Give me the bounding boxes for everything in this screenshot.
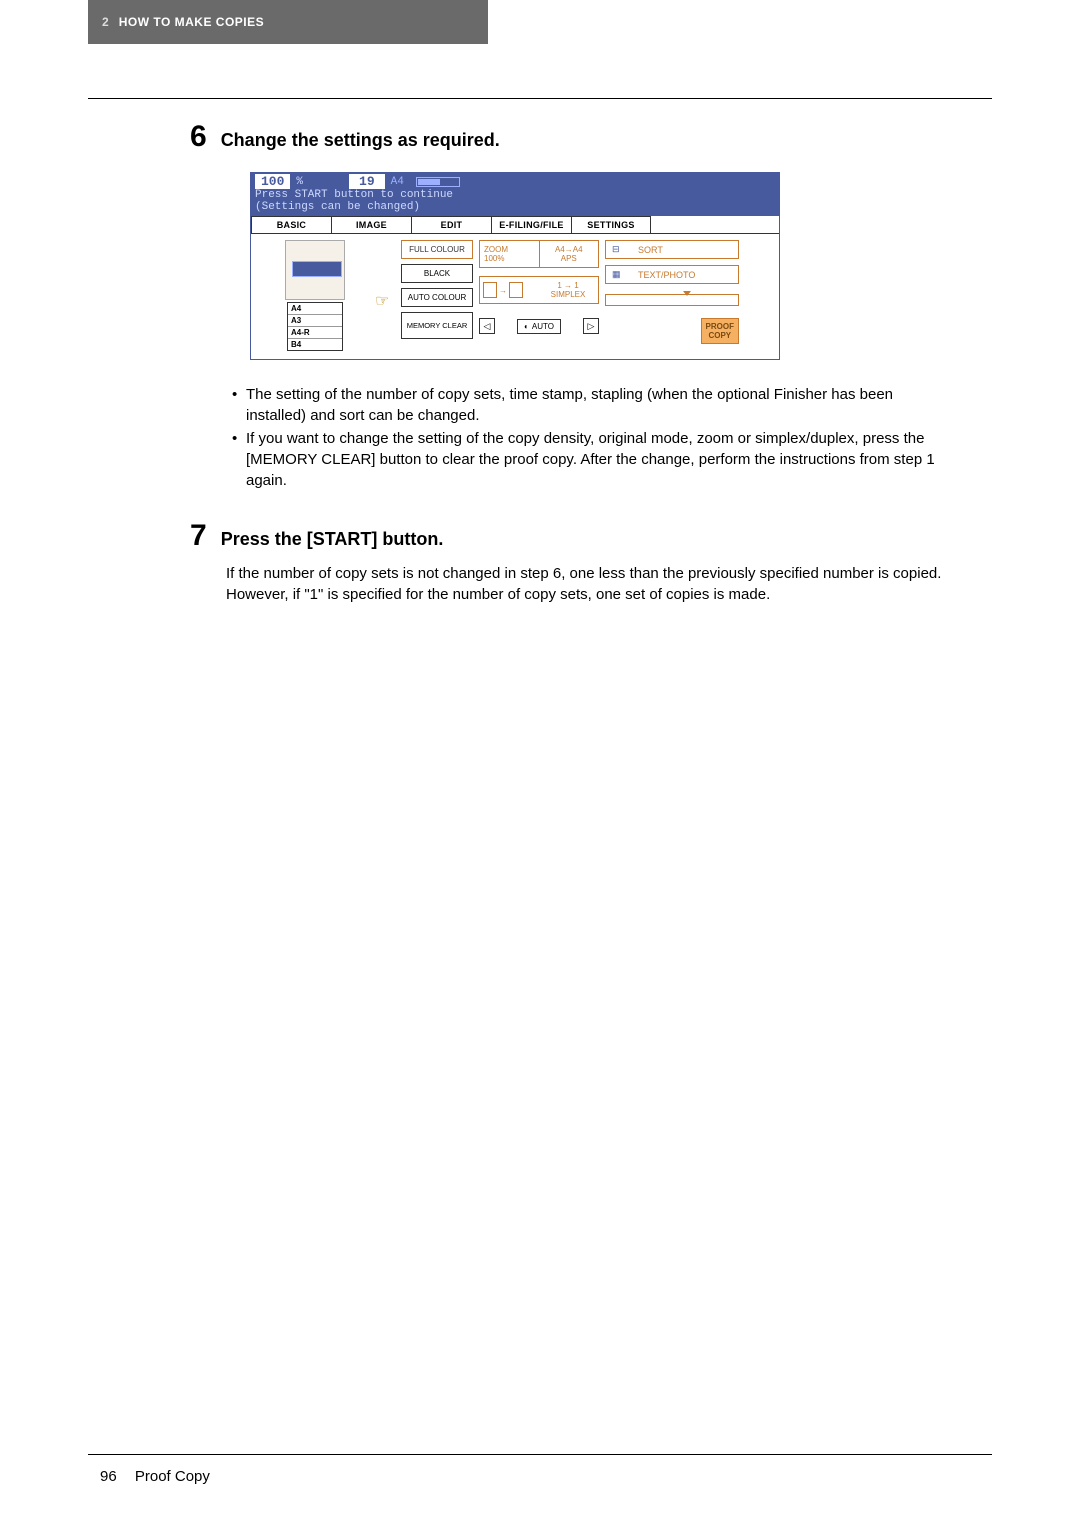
copier-screenshot: 100 % 19 A4 Press START button to contin… (250, 172, 780, 360)
density-scale (605, 294, 739, 306)
step-title: Press the [START] button. (221, 529, 444, 550)
step6-bullets: The setting of the number of copy sets, … (226, 384, 950, 491)
proof-copy-button[interactable]: PROOF COPY (701, 318, 739, 344)
hand-pointer: ☞ (375, 240, 395, 351)
zoom-info[interactable]: ZOOM 100% A4→A4 APS (479, 240, 599, 268)
options-region: ⊟ SORT ▦ TEXT/PHOTO PROOF COPY (605, 240, 739, 351)
copier-image (285, 240, 345, 300)
page-number: 96 (100, 1468, 117, 1485)
page-icon (509, 282, 523, 298)
zoom-value: 100 (255, 174, 290, 189)
zoom-pct: 100% (484, 254, 535, 263)
zoom-simplex-region: ZOOM 100% A4→A4 APS → 1 → 1 (479, 240, 599, 351)
memory-clear-button[interactable]: MEMORY CLEAR (401, 312, 473, 339)
tab-edit[interactable]: EDIT (411, 216, 491, 233)
auto-colour-button[interactable]: AUTO COLOUR (401, 288, 473, 307)
section-name: Proof Copy (135, 1468, 210, 1485)
zoom-size: A4→A4 (544, 245, 595, 254)
tab-settings[interactable]: SETTINGS (571, 216, 651, 233)
status-line-2: (Settings can be changed) (255, 201, 775, 213)
chapter-number: 2 (102, 15, 109, 29)
step-title: Change the settings as required. (221, 130, 500, 151)
zoom-aps: APS (544, 254, 595, 263)
paper-size: A4 (391, 176, 404, 188)
simplex-label: SIMPLEX (542, 290, 594, 299)
chapter-header: 2 HOW TO MAKE COPIES (88, 0, 488, 44)
page-footer: 96 Proof Copy (100, 1468, 210, 1485)
tab-basic[interactable]: BASIC (251, 216, 331, 233)
drawer-a3[interactable]: A3 (288, 315, 342, 327)
tab-image[interactable]: IMAGE (331, 216, 411, 233)
status-line-1: Press START button to continue (255, 189, 775, 201)
proof-l1: PROOF (706, 322, 734, 331)
colour-buttons: FULL COLOUR BLACK AUTO COLOUR MEMORY CLE… (401, 240, 473, 351)
percent-label: % (296, 176, 303, 188)
progress-bar (416, 177, 460, 187)
bullet-item: The setting of the number of copy sets, … (226, 384, 950, 426)
step-number: 6 (190, 120, 207, 154)
simplex-ratio: 1 → 1 (542, 281, 594, 290)
page-content: 6 Change the settings as required. 100 %… (190, 120, 950, 605)
textphoto-icon: ▦ (612, 269, 630, 280)
panel-body: A4 A3 A4-R B4 ☞ FULL COLOUR BLACK AUTO C… (251, 233, 779, 359)
copy-count: 19 (349, 174, 385, 189)
zoom-label: ZOOM (484, 245, 535, 254)
chapter-title: HOW TO MAKE COPIES (119, 15, 264, 29)
top-divider (88, 98, 992, 99)
drawer-a4r[interactable]: A4-R (288, 327, 342, 339)
status-bar: 100 % 19 A4 Press START button to contin… (251, 173, 779, 216)
density-right[interactable]: ▷ (583, 318, 599, 334)
page-icon (483, 282, 497, 298)
black-button[interactable]: BLACK (401, 264, 473, 283)
full-colour-button[interactable]: FULL COLOUR (401, 240, 473, 259)
sort-label: SORT (638, 245, 663, 255)
tab-bar: BASIC IMAGE EDIT E-FILING/FILE SETTINGS (251, 216, 779, 233)
auto-density-button[interactable]: ◐ AUTO (517, 319, 561, 334)
textphoto-label: TEXT/PHOTO (638, 270, 695, 280)
auto-icon: ◐ (524, 322, 529, 331)
sort-button[interactable]: ⊟ SORT (605, 240, 739, 259)
sort-icon: ⊟ (612, 244, 630, 255)
proof-l2: COPY (706, 331, 734, 340)
drawer-list: A4 A3 A4-R B4 (287, 302, 343, 351)
step-7-header: 7 Press the [START] button. (190, 519, 950, 553)
arrow-icon: → (499, 286, 507, 295)
auto-label: AUTO (532, 322, 554, 331)
density-scale-row (605, 294, 739, 306)
drawer-b4[interactable]: B4 (288, 339, 342, 350)
drawer-a4[interactable]: A4 (288, 303, 342, 315)
text-photo-button[interactable]: ▦ TEXT/PHOTO (605, 265, 739, 284)
step-number: 7 (190, 519, 207, 553)
simplex-info[interactable]: → 1 → 1 SIMPLEX (479, 276, 599, 304)
step7-body: If the number of copy sets is not change… (226, 563, 950, 605)
bullet-item: If you want to change the setting of the… (226, 428, 950, 491)
drawer-region: A4 A3 A4-R B4 ☞ (259, 240, 395, 351)
density-marker (683, 291, 691, 296)
bottom-divider (88, 1454, 992, 1455)
hand-icon: ☞ (375, 291, 389, 311)
density-left[interactable]: ◁ (479, 318, 495, 334)
step-6-header: 6 Change the settings as required. (190, 120, 950, 154)
tab-efiling[interactable]: E-FILING/FILE (491, 216, 571, 233)
